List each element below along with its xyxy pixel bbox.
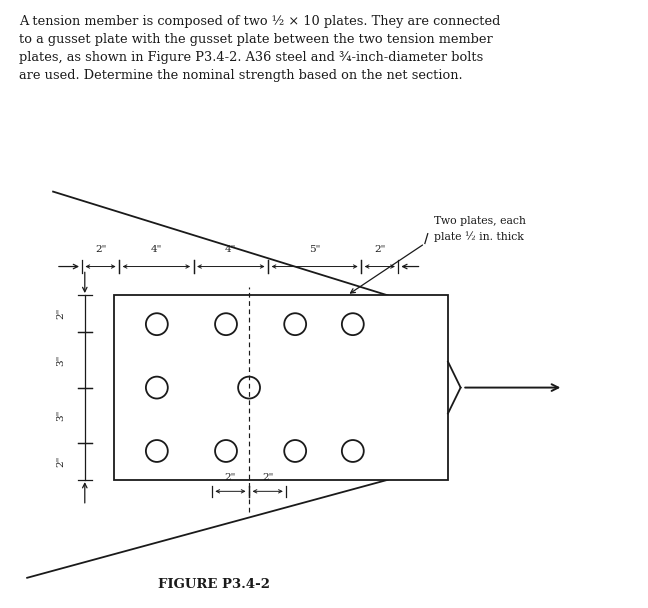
- Circle shape: [215, 313, 237, 335]
- Text: 2": 2": [56, 455, 65, 467]
- Circle shape: [342, 313, 364, 335]
- Bar: [113, 295, 448, 480]
- Circle shape: [146, 313, 168, 335]
- Circle shape: [215, 440, 237, 462]
- Circle shape: [284, 313, 306, 335]
- Text: 2": 2": [95, 245, 106, 254]
- Text: 3": 3": [56, 410, 65, 421]
- Circle shape: [284, 440, 306, 462]
- Text: 5": 5": [309, 245, 320, 254]
- Circle shape: [342, 440, 364, 462]
- Text: 2": 2": [374, 245, 386, 254]
- Text: A tension member is composed of two ½ × 10 plates. They are connected
to a gusse: A tension member is composed of two ½ × …: [19, 15, 501, 82]
- Circle shape: [238, 376, 260, 398]
- Circle shape: [146, 440, 168, 462]
- Text: 3": 3": [56, 354, 65, 365]
- Text: 2": 2": [56, 308, 65, 319]
- Text: FIGURE P3.4-2: FIGURE P3.4-2: [158, 578, 270, 591]
- Text: 2": 2": [225, 472, 236, 482]
- Circle shape: [146, 376, 168, 398]
- Text: Two plates, each
plate ½ in. thick: Two plates, each plate ½ in. thick: [434, 216, 526, 241]
- Text: 4": 4": [151, 245, 162, 254]
- Text: 4": 4": [225, 245, 237, 254]
- Text: 2": 2": [262, 472, 273, 482]
